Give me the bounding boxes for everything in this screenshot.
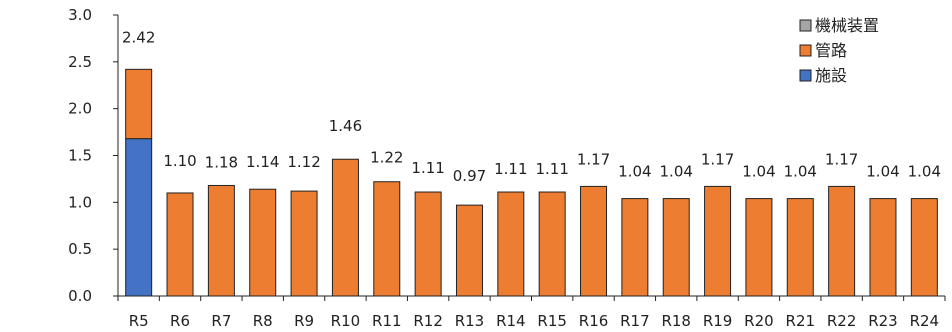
bar-segment: [786, 198, 814, 297]
bar-segment: [166, 192, 194, 297]
x-tick-label: R18: [661, 312, 691, 330]
data-label: 1.04: [660, 163, 693, 181]
bar-segment: [455, 204, 483, 297]
data-label: 1.14: [246, 153, 279, 171]
x-tick-label: R10: [331, 312, 361, 330]
y-tick-label: 0.0: [68, 287, 92, 305]
x-tick-label: R14: [496, 312, 526, 330]
bar-segment: [828, 185, 856, 297]
data-label: 1.04: [784, 163, 817, 181]
bar-segment: [745, 198, 773, 297]
bar-segment: [373, 181, 401, 297]
y-tick-label: 3.0: [68, 6, 92, 24]
x-tick-label: R21: [786, 312, 816, 330]
bar-segment: [497, 191, 525, 297]
bar-segment: [662, 198, 690, 297]
legend-label: 管路: [815, 41, 847, 60]
data-label: 1.04: [866, 163, 899, 181]
x-tick-label: R8: [253, 312, 273, 330]
data-label: 1.17: [701, 150, 734, 168]
x-tick-label: R7: [211, 312, 231, 330]
data-label: 1.11: [411, 159, 444, 177]
legend-swatch: [799, 69, 812, 82]
x-tick-label: R19: [703, 312, 733, 330]
data-label: 1.12: [287, 153, 320, 171]
data-label: 0.97: [453, 167, 486, 185]
legend-label: 機械装置: [815, 16, 879, 35]
x-tick-label: R12: [413, 312, 443, 330]
data-label: 1.04: [908, 163, 941, 181]
data-label: 1.18: [205, 153, 238, 171]
x-tick-label: R5: [129, 312, 149, 330]
data-label: 1.17: [825, 150, 858, 168]
bar-segment: [869, 198, 897, 297]
bar-segment: [538, 191, 566, 297]
x-tick-label: R13: [455, 312, 485, 330]
bar-segment: [125, 68, 153, 140]
legend-label: 施設: [815, 66, 847, 85]
bars: [125, 68, 938, 297]
data-label: 1.04: [618, 163, 651, 181]
x-tick-label: R11: [372, 312, 402, 330]
data-label: 1.04: [742, 163, 775, 181]
y-tick-label: 1.0: [68, 193, 92, 211]
bar-segment: [290, 190, 318, 297]
bar-segment: [414, 191, 442, 297]
data-label: 1.22: [370, 149, 403, 167]
y-tick-label: 1.5: [68, 147, 92, 165]
y-axis-ticks: 0.0 0.5 1.0 1.5 2.0 2.5 3.0: [68, 6, 119, 305]
data-label: 1.10: [163, 152, 196, 170]
bar-segment: [580, 185, 608, 297]
bar-segment: [207, 184, 235, 297]
y-tick-label: 0.5: [68, 240, 92, 258]
data-label: 1.46: [329, 117, 362, 135]
data-label: 2.42: [122, 28, 155, 46]
y-tick-label: 2.0: [68, 100, 92, 118]
x-tick-label: R24: [910, 312, 940, 330]
bar-segment: [249, 188, 277, 297]
x-tick-label: R23: [868, 312, 898, 330]
x-tick-label: R9: [294, 312, 314, 330]
x-tick-label: R22: [827, 312, 857, 330]
x-tick-label: R20: [744, 312, 774, 330]
y-tick-label: 2.5: [68, 53, 92, 71]
x-axis: R5 R6 R7 R8 R9 R10 R11 R12 R13 R14 R15 R16 R17 R18 R19…: [117, 295, 946, 330]
bar-segment: [331, 158, 359, 297]
x-tick-label: R6: [170, 312, 190, 330]
x-tick-label: R15: [537, 312, 567, 330]
data-label: 1.11: [535, 160, 568, 178]
bar-segment: [910, 198, 938, 297]
legend-swatch: [799, 19, 812, 32]
data-label: 1.17: [577, 150, 610, 168]
data-label: 1.11: [494, 160, 527, 178]
x-tick-label: R16: [579, 312, 609, 330]
bar-segment: [704, 185, 732, 297]
bar-segment: [621, 198, 649, 297]
legend-swatch: [799, 44, 812, 57]
x-tick-label: R17: [620, 312, 650, 330]
bar-segment: [125, 138, 153, 297]
data-labels: 2.42 1.10 1.18 1.14 1.12 1.46 1.22 1.11 0.97 1.11…: [122, 28, 941, 185]
